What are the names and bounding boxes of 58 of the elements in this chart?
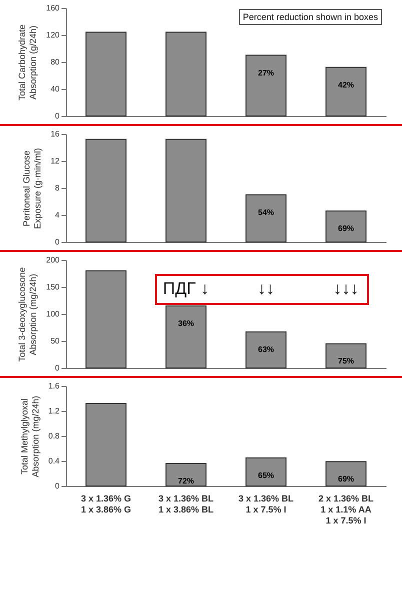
- bar: [86, 138, 126, 242]
- bar: [166, 138, 206, 242]
- y-tick-label: 150: [46, 282, 60, 292]
- y-tick-label: 100: [46, 310, 60, 318]
- x-tick-label: 2 x 1.36% BL 1 x 1.1% AA 1 x 7.5% I: [318, 494, 374, 526]
- annotation: 65%: [258, 470, 274, 480]
- annotation: Percent reduction shown in boxes: [242, 12, 378, 22]
- bar: [166, 305, 206, 368]
- y-axis-title: Peritoneal Glucose Exposure (g·min/ml): [22, 148, 43, 230]
- bar: [246, 331, 286, 368]
- x-tick-label: 3 x 1.36% BL 1 x 7.5% I: [238, 494, 294, 514]
- bar: [326, 461, 366, 486]
- bar: [326, 210, 366, 242]
- y-axis-title: Total Carbohydrate Absorption (g/24h): [17, 24, 38, 101]
- y-tick-label: 1.6: [48, 382, 60, 390]
- annotation: 75%: [338, 356, 354, 366]
- x-tick-label: 3 x 1.36% BL 1 x 3.86% BL: [158, 494, 214, 514]
- bar: [86, 270, 126, 368]
- y-tick-label: 0.8: [48, 432, 60, 440]
- y-tick-label: 0: [55, 112, 60, 120]
- y-tick-label: 0: [55, 364, 60, 372]
- annotation: 54%: [258, 208, 274, 217]
- y-tick-label: 80: [50, 58, 60, 66]
- y-tick-label: 0.4: [48, 456, 60, 466]
- y-tick-label: 40: [50, 84, 60, 94]
- annotation: 69%: [338, 224, 354, 233]
- y-axis-title: Total Methylglyoxal Absorption (mg/24h): [19, 396, 40, 478]
- bar: [86, 32, 126, 116]
- y-tick-label: 8: [55, 184, 60, 192]
- bar: [166, 32, 206, 116]
- annotation: 63%: [258, 344, 274, 354]
- y-tick-label: 4: [55, 210, 60, 220]
- bar: [166, 463, 206, 486]
- y-tick-label: 0: [55, 482, 60, 490]
- bar: [326, 343, 366, 368]
- y-tick-label: 160: [46, 4, 60, 12]
- annotation: ПДГ ↓: [162, 279, 210, 298]
- bar: [86, 403, 126, 486]
- y-tick-label: 12: [50, 156, 60, 166]
- bar: [246, 54, 286, 116]
- y-axis-title: Total 3-deoxyglucosone Absorption (mg/24h): [17, 267, 38, 362]
- annotation: 72%: [178, 476, 194, 486]
- x-tick-label: 3 x 1.36% G 1 x 3.86% G: [80, 494, 132, 514]
- annotation: 69%: [338, 474, 354, 484]
- y-tick-label: 200: [46, 256, 60, 264]
- annotation: ↓↓↓: [333, 279, 359, 298]
- y-tick-label: 0: [55, 238, 60, 246]
- annotation: ↓↓: [258, 279, 274, 298]
- y-tick-label: 120: [46, 30, 60, 40]
- bar: [246, 194, 286, 242]
- y-tick-label: 50: [50, 336, 60, 346]
- y-tick-label: 16: [50, 130, 60, 138]
- y-tick-label: 1.2: [48, 406, 60, 416]
- bar: [246, 457, 286, 486]
- annotation: 36%: [178, 318, 194, 328]
- bar: [326, 66, 366, 116]
- annotation: 27%: [258, 68, 274, 78]
- annotation: 42%: [338, 80, 354, 90]
